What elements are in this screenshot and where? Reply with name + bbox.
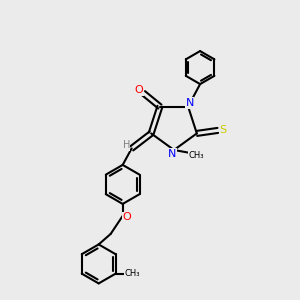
Text: CH₃: CH₃ [189,151,204,160]
Text: S: S [220,124,227,134]
Text: O: O [134,85,143,95]
Text: H: H [123,140,130,150]
Text: CH₃: CH₃ [124,269,140,278]
Text: N: N [185,98,194,108]
Text: N: N [168,148,177,159]
Text: O: O [123,212,131,222]
